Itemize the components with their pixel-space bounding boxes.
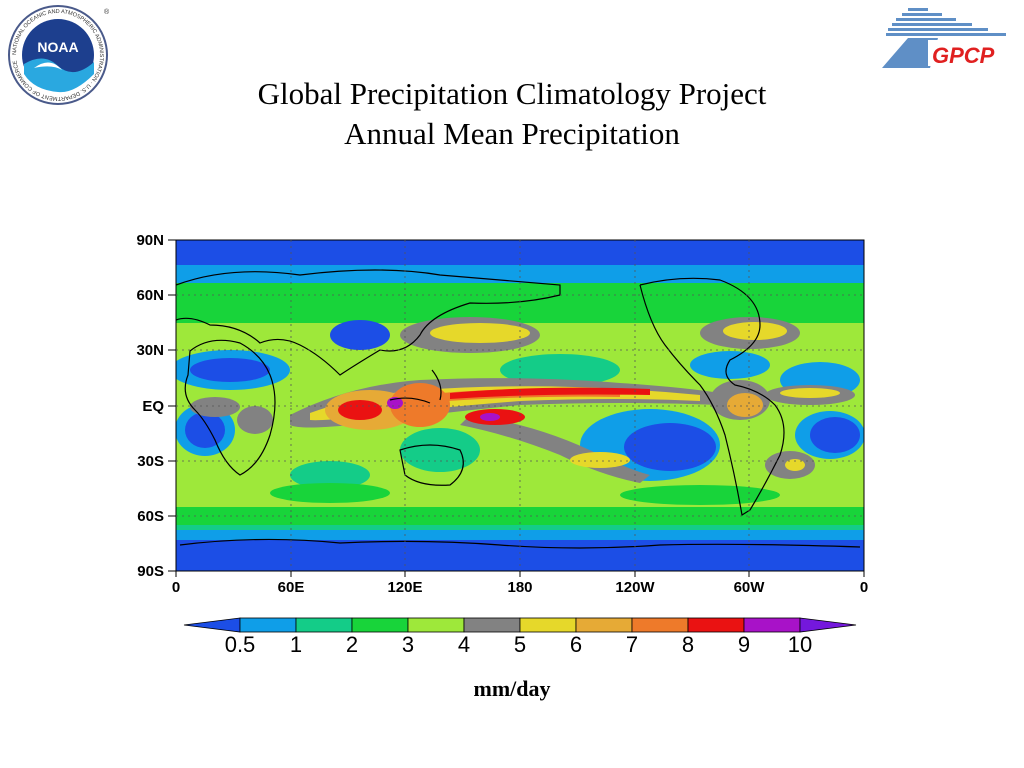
colorbar-label: 7 (626, 632, 638, 657)
colorbar: 0.5 1 2 3 4 5 6 7 8 9 10 (183, 617, 857, 657)
y-tick-60n: 60N (136, 287, 164, 304)
colorbar-swatch (239, 617, 297, 633)
x-tick-0-west: 0 (172, 579, 180, 596)
y-tick-90s: 90S (137, 563, 164, 580)
x-tick-60e: 60E (278, 579, 305, 596)
colorbar-label: 2 (346, 632, 358, 657)
x-tick-120e: 120E (387, 579, 422, 596)
y-tick-eq: EQ (142, 398, 164, 415)
x-tick-60w: 60W (734, 579, 766, 596)
colorbar-label: 6 (570, 632, 582, 657)
y-tick-30n: 30N (136, 342, 164, 359)
continent-outlines (176, 269, 861, 549)
colorbar-label: 1 (290, 632, 302, 657)
colorbar-swatch (519, 617, 577, 633)
colorbar-label: 9 (738, 632, 750, 657)
page-title: Global Precipitation Climatology Project… (0, 74, 1024, 154)
colorbar-swatches (183, 617, 857, 633)
noaa-logo: NOAA NATIONAL OCEANIC AND ATMOSPHERIC AD… (8, 5, 110, 105)
x-tick-120w: 120W (615, 579, 655, 596)
colorbar-label: 0.5 (225, 632, 256, 657)
colorbar-label: 10 (788, 632, 812, 657)
y-tick-30s: 30S (137, 453, 164, 470)
colorbar-label: 5 (514, 632, 526, 657)
colorbar-swatch-under (183, 617, 241, 633)
precipitation-field (176, 240, 864, 571)
units-label: mm/day (473, 676, 551, 701)
gpcp-logo: GPCP (882, 8, 1014, 68)
colorbar-swatch (631, 617, 689, 633)
colorbar-swatch (407, 617, 465, 633)
colorbar-swatch (295, 617, 353, 633)
colorbar-labels: 0.5 1 2 3 4 5 6 7 8 9 10 (225, 632, 813, 657)
y-tick-60s: 60S (137, 508, 164, 525)
title-line-2: Annual Mean Precipitation (344, 116, 680, 151)
registered-mark: ® (104, 8, 110, 16)
noaa-wordmark: NOAA (37, 39, 78, 55)
colorbar-swatch (743, 617, 801, 633)
x-axis-labels: 0 60E 120E 180 120W 60W 0 (172, 579, 868, 596)
colorbar-swatch (463, 617, 521, 633)
precipitation-map: 90N 60N 30N EQ 30S 60S 90S 0 60E 120E 18… (136, 232, 868, 596)
x-tick-0-east: 0 (860, 579, 868, 596)
y-axis-labels: 90N 60N 30N EQ 30S 60S 90S (136, 232, 164, 580)
colorbar-label: 3 (402, 632, 414, 657)
colorbar-swatch (575, 617, 633, 633)
colorbar-swatch-over (799, 617, 857, 633)
colorbar-label: 4 (458, 632, 470, 657)
colorbar-swatch (351, 617, 409, 633)
x-tick-180: 180 (507, 579, 532, 596)
title-line-1: Global Precipitation Climatology Project (257, 76, 767, 111)
gpcp-wordmark: GPCP (932, 43, 995, 68)
colorbar-label: 8 (682, 632, 694, 657)
colorbar-swatch (687, 617, 745, 633)
y-tick-90n: 90N (136, 232, 164, 249)
